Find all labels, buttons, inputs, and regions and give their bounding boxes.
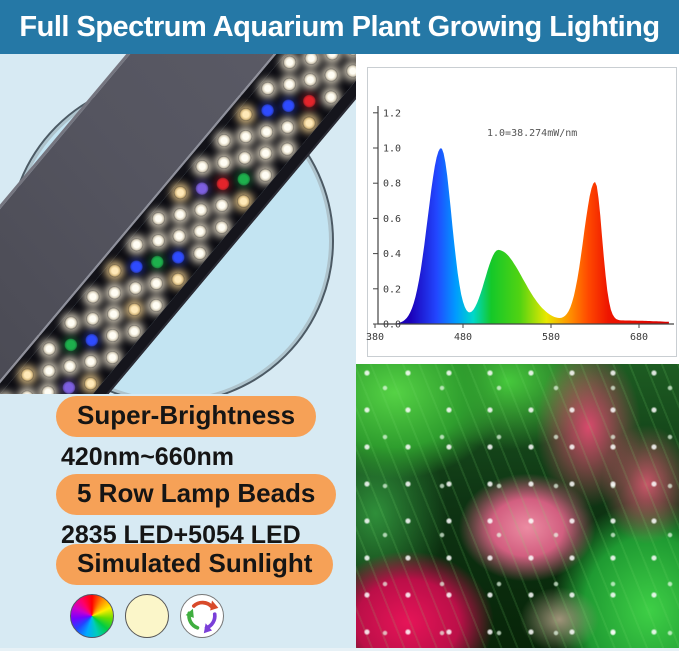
rgb-color-wheel-icon (70, 593, 114, 638)
y-tick-label: 1.2 (383, 108, 401, 119)
y-tick-label: 0.8 (383, 179, 401, 190)
chart-tick-labels: 0.0 0.2 0.4 0.6 0.8 1.0 1.2 380 480 580 680 (366, 108, 648, 343)
feature-lamp-beads: 5 Row Lamp Beads 2835 LED+5054 LED (56, 474, 337, 550)
x-tick-label: 480 (454, 332, 472, 343)
header-banner: Full Spectrum Aquarium Plant Growing Lig… (0, 0, 679, 54)
spectrum-chart-panel: 0.0 0.2 0.4 0.6 0.8 1.0 1.2 380 480 580 680 1.0=38… (356, 54, 679, 364)
y-tick-label: 0.0 (383, 320, 401, 331)
y-tick-label: 0.6 (383, 214, 401, 225)
feature-detail: 420nm~660nm (61, 442, 235, 471)
feature-detail: 2835 LED+5054 LED (61, 520, 301, 549)
hero-illustration (0, 54, 356, 394)
aquarium-plants-photo (356, 364, 679, 648)
chart-annotation: 1.0=38.274mW/nm (487, 128, 577, 139)
chart-border (367, 67, 677, 357)
spectrum-chart: 0.0 0.2 0.4 0.6 0.8 1.0 1.2 380 480 580 680 1.0=38… (366, 67, 677, 357)
x-tick-label: 380 (366, 332, 384, 343)
light-mode-swatches (70, 593, 224, 638)
led-dot (0, 392, 15, 394)
y-tick-label: 0.4 (383, 249, 401, 260)
cycle-arrows-icon (185, 600, 219, 633)
feature-simulated-sunlight: Simulated Sunlight (56, 544, 334, 638)
warm-white-icon (125, 593, 169, 638)
spectrum-curve (390, 148, 669, 324)
feature-pill: Super-Brightness (56, 396, 317, 437)
page-title: Full Spectrum Aquarium Plant Growing Lig… (19, 10, 660, 43)
feature-super-brightness: Super-Brightness 420nm~660nm (56, 396, 317, 472)
x-tick-label: 580 (542, 332, 560, 343)
color-cycle-icon (180, 593, 224, 638)
x-tick-label: 680 (630, 332, 648, 343)
feature-pill: Simulated Sunlight (56, 544, 334, 585)
y-tick-label: 1.0 (383, 144, 401, 155)
y-tick-label: 0.2 (383, 284, 401, 295)
feature-pill: 5 Row Lamp Beads (56, 474, 337, 515)
